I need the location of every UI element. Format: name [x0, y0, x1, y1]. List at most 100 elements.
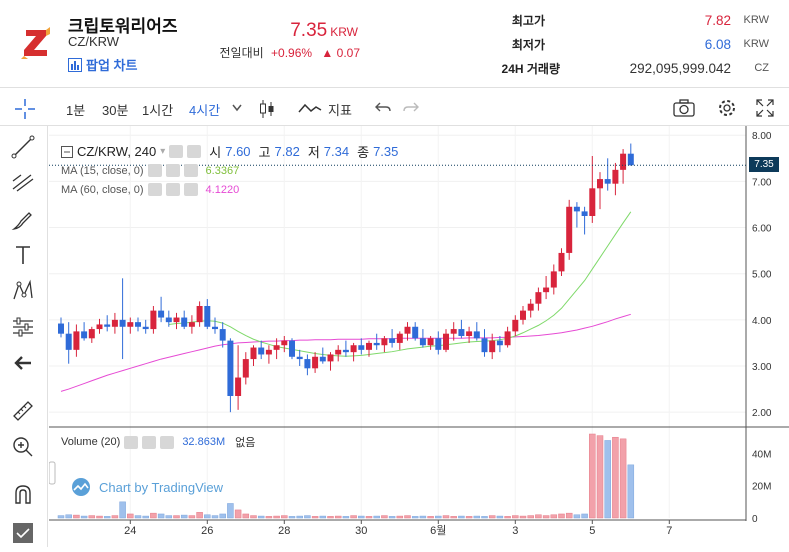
text-icon	[16, 246, 30, 264]
volume-bar	[288, 516, 296, 519]
text-tool[interactable]	[10, 242, 36, 268]
candle-body	[512, 319, 519, 332]
volume-bar	[488, 515, 496, 519]
candle-body	[188, 322, 195, 327]
ohlc-legend: CZ/KRW, 240 ▾ 시 7.60 고 7.82 저 7.34 종 7.35	[61, 142, 398, 161]
volume-close-icon[interactable]	[160, 435, 175, 449]
gear-icon[interactable]	[716, 97, 738, 119]
candle-body	[396, 333, 403, 343]
legend-gear-icon[interactable]	[187, 145, 202, 158]
collapse-square-icon[interactable]	[61, 145, 73, 158]
volume-bar	[234, 509, 242, 519]
legend-settings-icon[interactable]: ▾	[160, 146, 166, 157]
volume-gear-icon[interactable]	[142, 435, 157, 449]
price-value: 7.35	[290, 20, 328, 41]
pane-resize-handle	[48, 461, 56, 485]
price-chart[interactable]: 8.00 7.00 6.00 5.00 4.00 3.00 2.00 40M 20M 0 24 26 2…	[48, 126, 789, 547]
camera-icon[interactable]	[673, 98, 695, 118]
stat-row: 24H 거래량 292,095,999.042 CZ	[500, 56, 780, 80]
volume-bar	[342, 516, 350, 519]
fullscreen-icon[interactable]	[756, 99, 774, 117]
volume-eye-icon[interactable]	[124, 435, 139, 449]
pattern-tool[interactable]	[10, 278, 36, 304]
volume-bar	[103, 516, 111, 519]
candle-body	[458, 329, 465, 336]
tradingview-watermark[interactable]: Chart by TradingView	[69, 478, 223, 496]
ma15-close-icon[interactable]	[183, 164, 198, 177]
brush-icon	[11, 212, 32, 231]
volume-bar	[450, 516, 457, 519]
candle-body	[527, 303, 534, 311]
candle-body	[250, 347, 257, 360]
candle-body	[389, 338, 396, 343]
zoom-in-icon	[13, 437, 33, 457]
magnet-tool[interactable]	[10, 482, 36, 508]
trend-line-tool[interactable]	[10, 134, 36, 160]
candle-body	[342, 349, 349, 353]
measure-tool[interactable]	[10, 314, 36, 340]
candle-body	[327, 354, 334, 362]
volume-tick-label: 40M	[752, 449, 771, 460]
stat-label: 24H 거래량	[501, 61, 560, 76]
volume-bar	[96, 515, 103, 519]
ma15-eye-icon[interactable]	[147, 164, 162, 177]
ma60-eye-icon[interactable]	[147, 183, 162, 196]
coin-pair: CZ/KRW	[68, 34, 120, 49]
candle-body	[304, 359, 311, 369]
candle-body	[481, 338, 488, 353]
stat-value: 7.82	[704, 12, 731, 28]
fib-tool[interactable]	[10, 170, 36, 196]
ma15-value: 6.3367	[205, 164, 240, 177]
cloud-icon	[72, 478, 90, 496]
volume-extra: 없음	[235, 437, 256, 449]
watermark-text: Chart by TradingView	[99, 479, 224, 495]
volume-bar	[273, 515, 280, 519]
chevron-down-icon[interactable]	[232, 104, 242, 112]
candle-body	[181, 317, 188, 327]
candle-body	[265, 349, 272, 355]
candle-body	[489, 340, 496, 353]
interval-1m[interactable]: 1분	[66, 103, 86, 118]
stat-value: 292,095,999.042	[629, 60, 731, 76]
candlestick-type-icon[interactable]	[258, 98, 276, 120]
volume-bar	[596, 435, 604, 519]
candle-body	[550, 271, 557, 288]
candle-body	[412, 326, 419, 339]
volume-bar	[180, 514, 188, 519]
candle-body	[165, 317, 172, 323]
time-tick-label: 28	[278, 525, 290, 537]
popup-chart-button[interactable]: 팝업 차트	[68, 55, 137, 74]
volume-bar	[589, 433, 596, 519]
zoom-tool[interactable]	[10, 434, 36, 460]
volume-bar	[265, 516, 273, 519]
chart-area[interactable]: 8.00 7.00 6.00 5.00 4.00 3.00 2.00 40M 20M 0 24 26 2…	[48, 126, 789, 547]
ma60-gear-icon[interactable]	[165, 183, 180, 196]
ma60-close-icon[interactable]	[183, 183, 198, 196]
volume-bar	[358, 515, 365, 519]
volume-bar	[57, 515, 65, 519]
legend-eye-icon[interactable]	[169, 145, 184, 158]
crosshair-icon[interactable]	[14, 98, 36, 120]
volume-bar	[296, 515, 303, 519]
volume-bar	[496, 515, 504, 519]
ma15-gear-icon[interactable]	[165, 164, 180, 177]
candle-body	[558, 252, 565, 272]
candle-body	[127, 322, 134, 327]
candle-body	[235, 377, 242, 396]
candle-body	[258, 347, 265, 355]
interval-1h[interactable]: 1시간	[142, 103, 174, 118]
ruler-tool[interactable]	[10, 398, 36, 424]
redo-icon[interactable]	[402, 101, 420, 115]
indicator-wave-icon[interactable]	[298, 102, 322, 116]
interval-4h[interactable]: 4시간	[189, 103, 221, 118]
brush-tool[interactable]	[10, 208, 36, 234]
indicator-button[interactable]: 지표	[328, 103, 352, 118]
candle-body	[58, 323, 64, 334]
undo-icon[interactable]	[374, 101, 392, 115]
candle-body	[404, 326, 411, 334]
hide-toolbar-button[interactable]	[10, 350, 36, 376]
interval-30m[interactable]: 30분	[102, 103, 129, 118]
candle-body	[573, 206, 580, 212]
arrow-left-icon	[14, 356, 31, 370]
lock-drawings-tool[interactable]	[10, 520, 36, 546]
